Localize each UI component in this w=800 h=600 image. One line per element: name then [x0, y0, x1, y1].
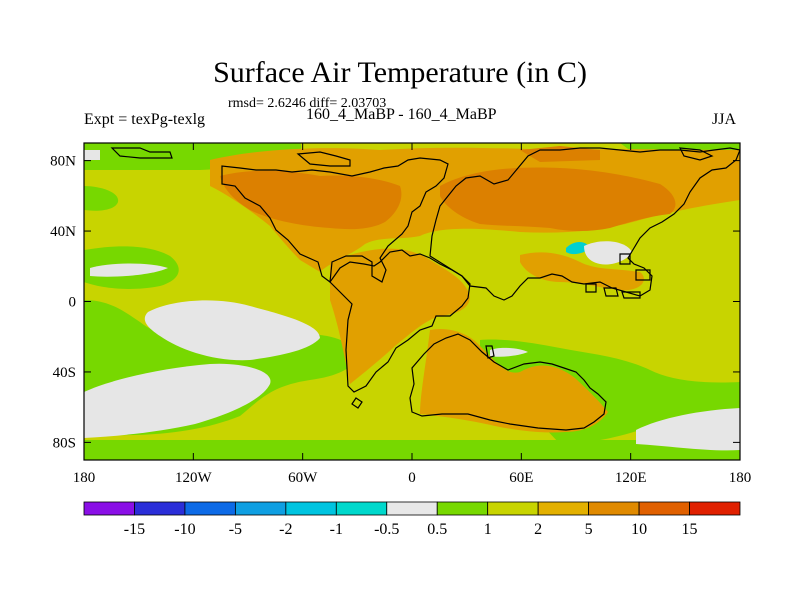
colorbar-box	[285, 501, 337, 516]
x-tick-label: 180	[73, 470, 96, 486]
y-tick-label: 80S	[53, 435, 76, 451]
colorbar-box	[83, 501, 135, 516]
x-tick-label: 0	[408, 470, 416, 486]
y-tick-label: 0	[69, 295, 77, 311]
colorbar-box	[335, 501, 388, 516]
colorbar-label: -0.5	[374, 521, 399, 538]
colorbar-box	[234, 501, 287, 516]
statistics-line: rmsd= 2.6246 diff= 2.03703	[228, 96, 387, 111]
colorbar-label: 10	[631, 521, 647, 538]
field-cyan-region	[566, 242, 590, 255]
colorbar-box	[588, 501, 640, 516]
colorbar-label: -15	[124, 521, 145, 538]
x-tick-label: 180	[729, 470, 752, 486]
experiment-label: Expt = texPg-texlg	[84, 111, 206, 128]
colorbar-label: 2	[534, 521, 542, 538]
colorbar-label: -2	[279, 521, 292, 538]
colorbar-label: 5	[585, 521, 593, 538]
season-label: JJA	[712, 111, 737, 128]
colorbar-box	[386, 501, 438, 516]
colorbar-label: -5	[229, 521, 242, 538]
colorbar-label: -1	[330, 521, 343, 538]
colorbar-label: 15	[682, 521, 698, 538]
field-dark-orange-regions	[220, 146, 676, 231]
coastline-outlines	[110, 147, 740, 431]
colorbar-label: 0.5	[427, 521, 447, 538]
colorbar-box	[537, 501, 590, 516]
colorbar	[83, 501, 741, 516]
case-label: 160_4_MaBP - 160_4_MaBP	[306, 106, 497, 123]
map-field	[84, 143, 740, 460]
colorbar-box	[487, 501, 539, 516]
colorbar-label: 1	[484, 521, 492, 538]
colorbar-box	[184, 501, 236, 516]
x-axis-labels: 180 120W 60W 0 60E 120E 180	[73, 470, 752, 486]
colorbar-labels: -15 -10 -5 -2 -1 -0.5 0.5 1 2 5 10 15	[124, 521, 698, 538]
x-tick-label: 120W	[175, 470, 213, 486]
colorbar-label: -10	[174, 521, 195, 538]
y-axis-labels: 80N 40N 0 40S 80S	[50, 154, 76, 452]
x-tick-label: 60W	[288, 470, 318, 486]
page-title: Surface Air Temperature (in C)	[213, 56, 587, 89]
colorbar-box	[638, 501, 690, 516]
y-tick-label: 80N	[50, 154, 76, 170]
y-tick-label: 40S	[53, 365, 76, 381]
colorbar-box	[134, 501, 186, 516]
x-tick-label: 120E	[615, 470, 647, 486]
colorbar-box	[436, 501, 489, 516]
y-tick-label: 40N	[50, 224, 76, 240]
colorbar-box	[689, 501, 741, 516]
x-tick-label: 60E	[509, 470, 533, 486]
axis-ticks	[83, 143, 741, 460]
field-white-regions	[84, 150, 740, 451]
